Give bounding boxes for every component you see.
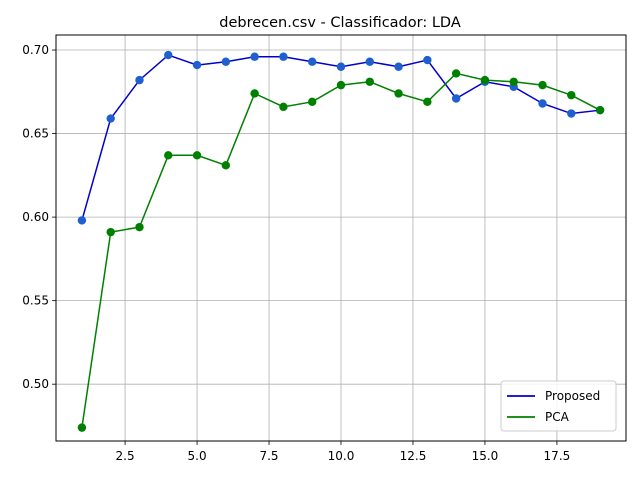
x-tick-label: 7.5	[259, 449, 278, 463]
data-point	[308, 97, 317, 107]
y-tick-label: 0.65	[22, 127, 49, 141]
data-point	[135, 222, 144, 232]
data-point	[394, 62, 403, 71]
data-point	[250, 52, 259, 61]
y-axis-ticks: 0.50 0.55 0.60 0.65 0.70	[22, 43, 56, 391]
data-point	[106, 227, 115, 237]
data-point	[567, 90, 576, 100]
data-point	[279, 52, 288, 61]
data-point	[423, 55, 432, 65]
data-point	[509, 77, 518, 86]
x-tick-label: 2.5	[116, 449, 135, 463]
grid-lines	[56, 35, 626, 441]
data-point	[279, 102, 288, 112]
x-tick-label: 12.5	[400, 449, 427, 463]
x-tick-label: 17.5	[544, 449, 571, 463]
data-point	[336, 80, 346, 90]
data-point	[480, 75, 490, 85]
series-pca	[77, 69, 605, 432]
x-tick-label: 5.0	[188, 449, 207, 463]
data-point	[336, 62, 346, 71]
legend: Proposed PCA	[500, 380, 617, 432]
y-tick-label: 0.70	[22, 43, 49, 57]
data-point	[595, 105, 605, 115]
data-point	[423, 97, 432, 107]
data-point	[77, 423, 87, 432]
y-tick-label: 0.55	[22, 294, 49, 308]
data-point	[538, 99, 547, 108]
x-tick-label: 10.0	[328, 449, 355, 463]
series-layer	[77, 50, 605, 432]
y-tick-label: 0.60	[22, 210, 49, 224]
data-point	[164, 151, 173, 160]
legend-label: Proposed	[545, 389, 600, 403]
data-point	[221, 161, 231, 170]
x-tick-label: 15.0	[472, 449, 499, 463]
data-point	[221, 57, 231, 66]
data-point	[394, 89, 403, 98]
data-point	[451, 94, 461, 103]
data-point	[135, 75, 144, 85]
data-point	[567, 109, 576, 118]
data-point	[164, 50, 173, 60]
data-point	[308, 57, 317, 66]
data-point	[538, 80, 547, 90]
data-point	[365, 57, 374, 66]
data-point	[451, 69, 461, 78]
data-point	[192, 151, 202, 160]
legend-box	[500, 380, 617, 432]
data-point	[106, 114, 115, 123]
y-tick-label: 0.50	[22, 377, 49, 391]
data-point	[250, 89, 259, 98]
chart-title: debrecen.csv - Classificador: LDA	[219, 15, 461, 31]
data-point	[192, 60, 202, 70]
legend-label: PCA	[545, 410, 570, 424]
data-point	[77, 216, 87, 225]
x-axis-ticks: 2.5 5.0 7.5 10.0 12.5 15.0 17.5	[116, 441, 571, 463]
data-point	[365, 77, 374, 86]
